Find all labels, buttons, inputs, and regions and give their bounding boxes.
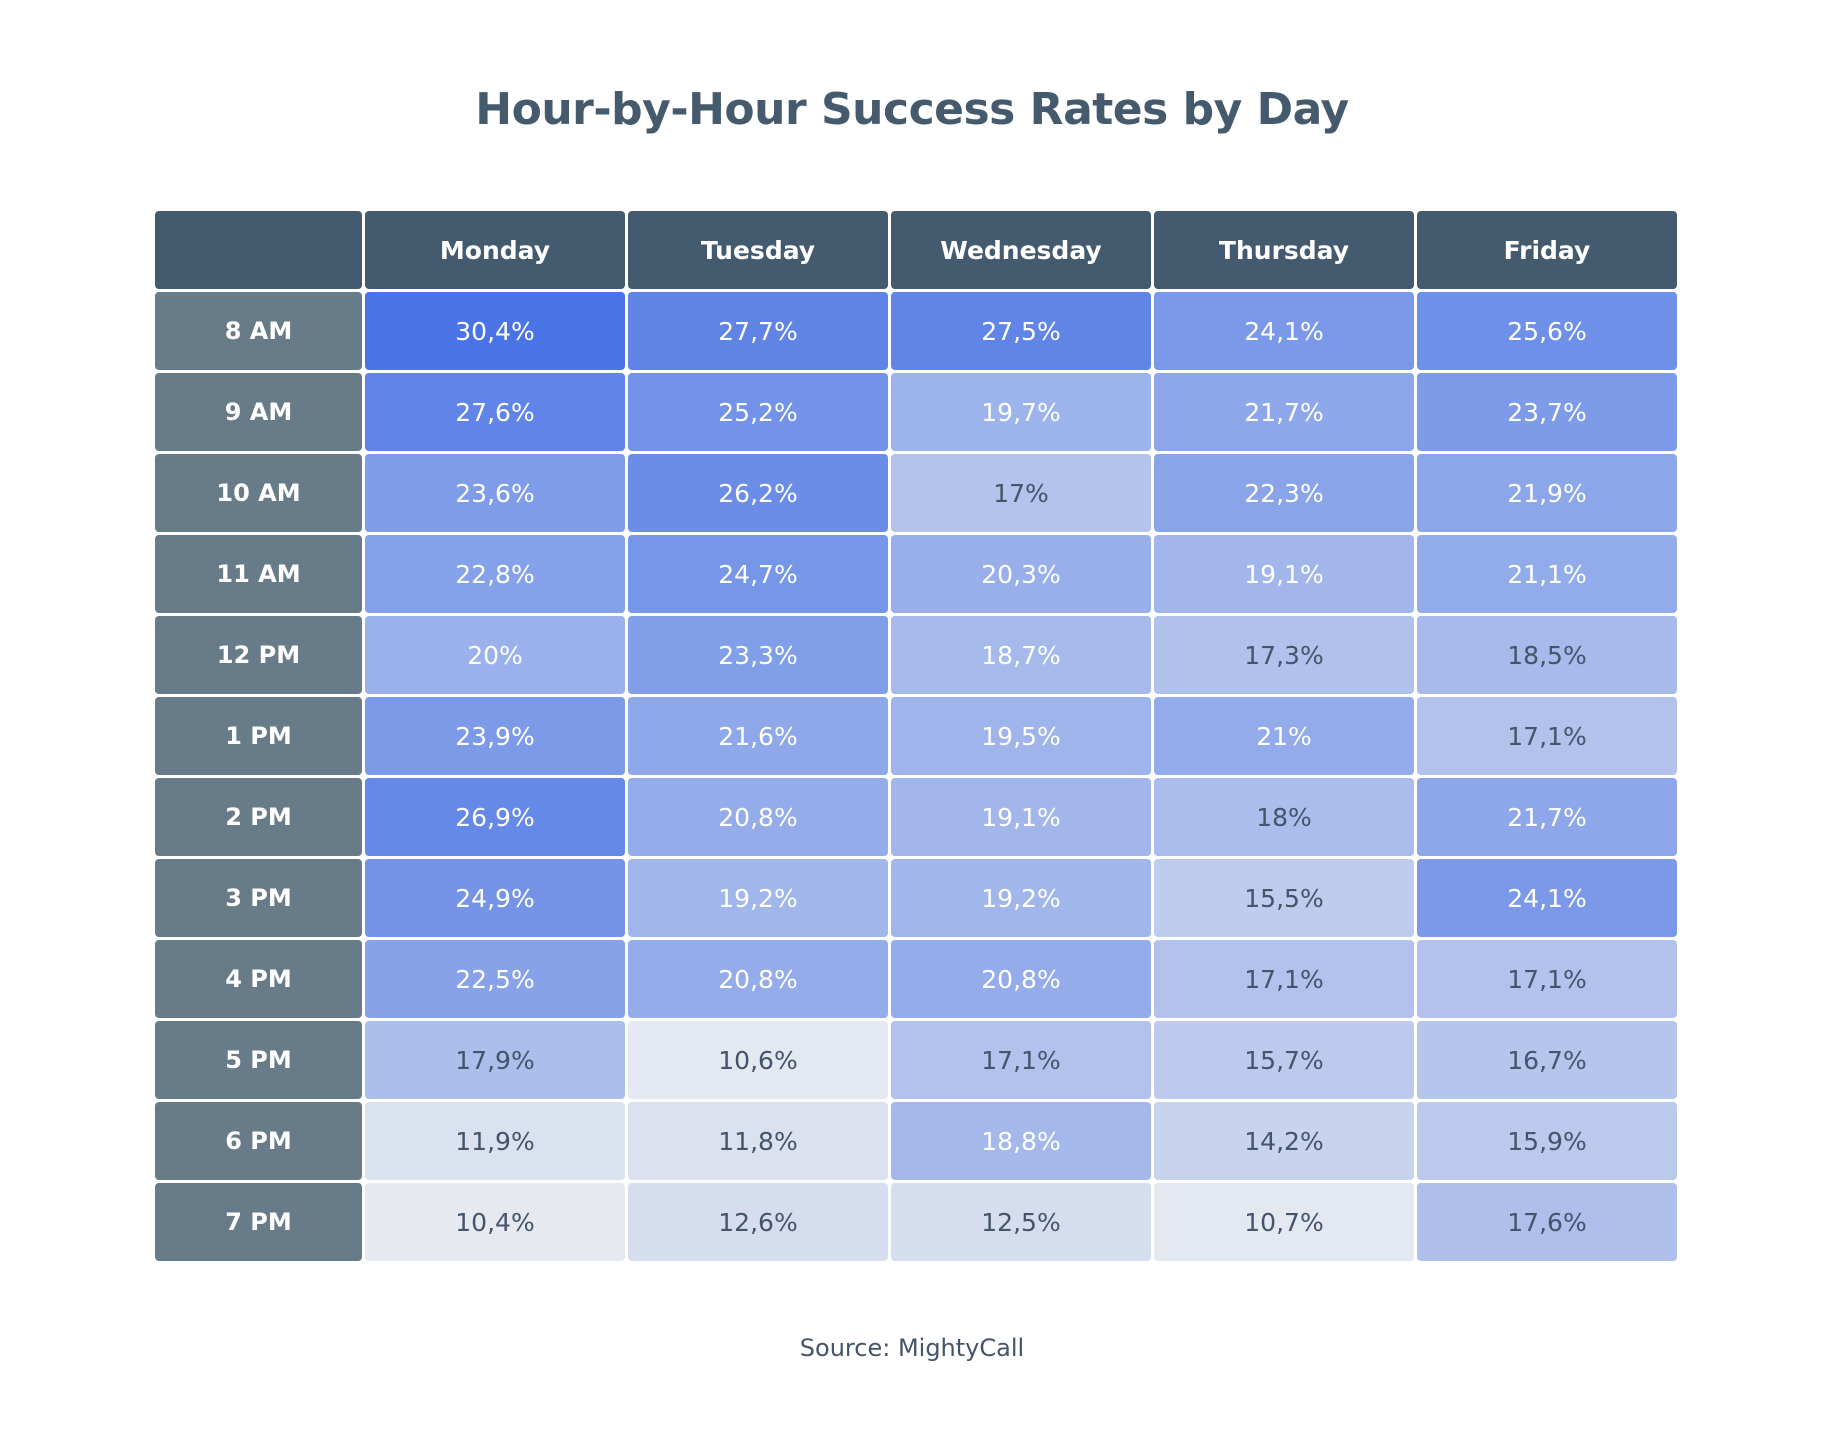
heatmap-cell: 17,9% [365, 1021, 625, 1099]
heatmap-cell: 15,7% [1154, 1021, 1414, 1099]
heatmap-cell: 19,2% [628, 859, 888, 937]
heatmap-cell: 20,8% [628, 940, 888, 1018]
heatmap-cell: 19,1% [891, 778, 1151, 856]
source-note: Source: MightyCall [799, 1334, 1025, 1362]
row-header-8-am: 8 AM [155, 292, 362, 370]
heatmap-cell: 24,7% [628, 535, 888, 613]
heatmap-cell: 20,8% [891, 940, 1151, 1018]
heatmap-cell: 22,8% [365, 535, 625, 613]
heatmap-cell: 26,9% [365, 778, 625, 856]
row-header-10-am: 10 AM [155, 454, 362, 532]
column-header-thursday: Thursday [1154, 211, 1414, 289]
heatmap-cell: 19,1% [1154, 535, 1414, 613]
heatmap-cell: 27,6% [365, 373, 625, 451]
heatmap-cell: 15,9% [1417, 1102, 1677, 1180]
heatmap-cell: 27,5% [891, 292, 1151, 370]
heatmap-cell: 19,2% [891, 859, 1151, 937]
column-header-wednesday: Wednesday [891, 211, 1151, 289]
heatmap-cell: 12,6% [628, 1183, 888, 1261]
heatmap-cell: 18,8% [891, 1102, 1151, 1180]
heatmap-cell: 11,8% [628, 1102, 888, 1180]
row-header-3-pm: 3 PM [155, 859, 362, 937]
heatmap-cell: 17% [891, 454, 1151, 532]
column-header-tuesday: Tuesday [628, 211, 888, 289]
heatmap-cell: 20% [365, 616, 625, 694]
heatmap-cell: 22,5% [365, 940, 625, 1018]
heatmap-cell: 21,6% [628, 697, 888, 775]
heatmap-cell: 10,7% [1154, 1183, 1414, 1261]
heatmap-cell: 14,2% [1154, 1102, 1414, 1180]
heatmap-cell: 18,5% [1417, 616, 1677, 694]
heatmap-cell: 17,1% [1154, 940, 1414, 1018]
heatmap-cell: 23,3% [628, 616, 888, 694]
heatmap-cell: 24,1% [1417, 859, 1677, 937]
row-header-7-pm: 7 PM [155, 1183, 362, 1261]
heatmap-cell: 21,1% [1417, 535, 1677, 613]
heatmap-cell: 15,5% [1154, 859, 1414, 937]
heatmap-cell: 23,6% [365, 454, 625, 532]
heatmap-cell: 22,3% [1154, 454, 1414, 532]
heatmap-cell: 21,9% [1417, 454, 1677, 532]
heatmap-cell: 21,7% [1154, 373, 1414, 451]
row-header-12-pm: 12 PM [155, 616, 362, 694]
heatmap-cell: 10,6% [628, 1021, 888, 1099]
column-header-monday: Monday [365, 211, 625, 289]
row-header-6-pm: 6 PM [155, 1102, 362, 1180]
heatmap-cell: 30,4% [365, 292, 625, 370]
heatmap-cell: 23,7% [1417, 373, 1677, 451]
row-header-5-pm: 5 PM [155, 1021, 362, 1099]
heatmap-cell: 18,7% [891, 616, 1151, 694]
row-header-9-am: 9 AM [155, 373, 362, 451]
heatmap-cell: 26,2% [628, 454, 888, 532]
heatmap-cell: 17,1% [1417, 697, 1677, 775]
heatmap-cell: 24,1% [1154, 292, 1414, 370]
heatmap-cell: 17,3% [1154, 616, 1414, 694]
heatmap-cell: 17,6% [1417, 1183, 1677, 1261]
heatmap-table: Monday Tuesday Wednesday Thursday Friday 8 AM… [155, 211, 1677, 1261]
row-header-2-pm: 2 PM [155, 778, 362, 856]
heatmap-cell: 10,4% [365, 1183, 625, 1261]
heatmap-cell: 25,6% [1417, 292, 1677, 370]
heatmap-cell: 20,8% [628, 778, 888, 856]
row-header-4-pm: 4 PM [155, 940, 362, 1018]
corner-cell [155, 211, 362, 289]
heatmap-cell: 17,1% [1417, 940, 1677, 1018]
heatmap-cell: 11,9% [365, 1102, 625, 1180]
heatmap-cell: 20,3% [891, 535, 1151, 613]
heatmap-cell: 19,7% [891, 373, 1151, 451]
heatmap-cell: 21,7% [1417, 778, 1677, 856]
heatmap-cell: 16,7% [1417, 1021, 1677, 1099]
chart-title: Hour-by-Hour Success Rates by Day [475, 84, 1349, 135]
heatmap-cell: 27,7% [628, 292, 888, 370]
heatmap-cell: 18% [1154, 778, 1414, 856]
heatmap-cell: 25,2% [628, 373, 888, 451]
heatmap-cell: 23,9% [365, 697, 625, 775]
heatmap-cell: 24,9% [365, 859, 625, 937]
column-header-friday: Friday [1417, 211, 1677, 289]
heatmap-cell: 17,1% [891, 1021, 1151, 1099]
row-header-11-am: 11 AM [155, 535, 362, 613]
heatmap-cell: 12,5% [891, 1183, 1151, 1261]
row-header-1-pm: 1 PM [155, 697, 362, 775]
heatmap-cell: 19,5% [891, 697, 1151, 775]
heatmap-cell: 21% [1154, 697, 1414, 775]
